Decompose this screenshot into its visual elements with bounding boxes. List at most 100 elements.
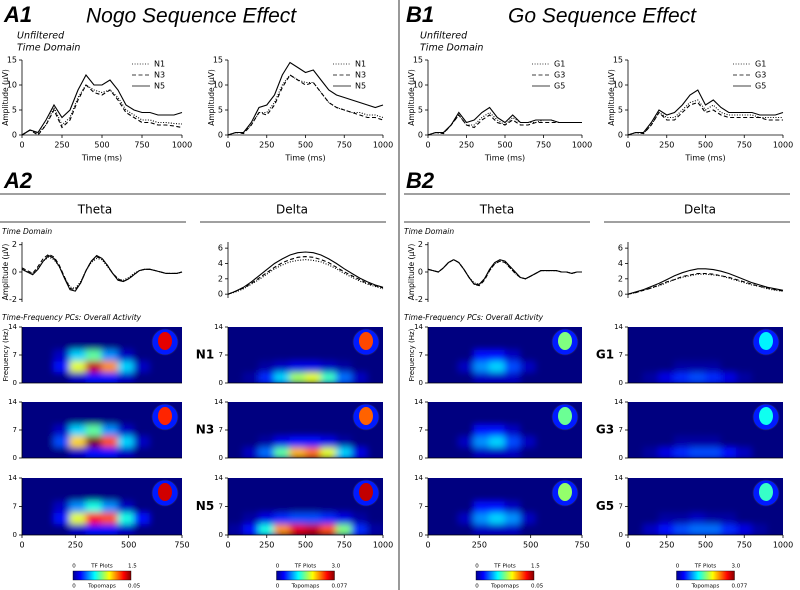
- colorbar-tick-label: 0: [72, 584, 76, 590]
- tf-cell: [489, 423, 506, 437]
- tf-cell: [289, 371, 306, 383]
- panel-label: A1: [3, 2, 32, 27]
- x-tick-label: 500: [298, 141, 313, 150]
- tf-cell: [351, 511, 368, 525]
- tf-cell: [489, 337, 506, 350]
- tf-cell: [37, 337, 55, 350]
- x-tick-label: 0: [225, 141, 230, 150]
- colorbar-tick-label: 0: [276, 564, 280, 570]
- tf-cell: [473, 412, 491, 425]
- tf-cell: [643, 478, 660, 490]
- tf-cell: [643, 337, 660, 350]
- tf-cell: [566, 360, 582, 373]
- tf-cell: [367, 511, 383, 525]
- tf-cell: [22, 511, 39, 525]
- tf-cell: [320, 412, 337, 425]
- colorbar-tick-label: 0: [276, 584, 280, 590]
- y-tick-label: 0: [419, 454, 423, 462]
- tf-cell: [85, 327, 103, 339]
- tf-cell: [504, 360, 521, 373]
- tf-cell: [274, 327, 291, 339]
- tf-cell: [165, 360, 182, 373]
- x-tick-label: 500: [698, 541, 713, 550]
- y-tick-label: 2: [618, 274, 623, 283]
- tf-cell: [117, 511, 135, 525]
- tf-cell: [566, 511, 582, 525]
- tf-plot: [22, 402, 182, 458]
- y-tick-label: 0: [419, 531, 423, 539]
- tf-cell: [149, 523, 167, 535]
- x-tick-label: 1000: [172, 141, 192, 150]
- y-tick-label: 14: [414, 474, 423, 482]
- series-line: [627, 268, 784, 295]
- x-axis-label: Time (ms): [684, 154, 725, 163]
- tf-cell: [243, 488, 260, 502]
- tf-cell: [720, 423, 737, 437]
- tf-cell: [628, 435, 644, 448]
- tf-cell: [228, 371, 244, 383]
- tf-cell: [336, 348, 353, 362]
- tf-cell: [489, 523, 506, 535]
- tf-cell: [720, 446, 737, 458]
- topomap: [359, 332, 373, 350]
- tf-cell: [117, 523, 135, 535]
- tf-cell: [85, 360, 103, 373]
- tf-cell: [228, 360, 244, 373]
- tf-cell: [628, 337, 644, 350]
- legend-label: G1: [554, 60, 565, 69]
- tf-cell: [367, 523, 383, 535]
- tf-cell: [458, 488, 475, 502]
- tf-cell: [689, 402, 706, 414]
- x-tick-label: 1000: [773, 141, 793, 150]
- tf-cell: [228, 446, 244, 458]
- y-tick-label: 4: [218, 259, 223, 268]
- tf-cell: [243, 402, 260, 414]
- tf-cell: [85, 435, 103, 448]
- tf-cell: [336, 412, 353, 425]
- tf-cell: [289, 523, 306, 535]
- tf-cell: [458, 371, 475, 383]
- tf-cell: [117, 348, 135, 362]
- tf-cell: [643, 446, 660, 458]
- tf-cell: [519, 511, 537, 525]
- tf-cell: [117, 337, 135, 350]
- tf-cell: [458, 511, 475, 525]
- tf-cell: [133, 402, 151, 414]
- colorbar-label: Topomaps: [691, 584, 720, 590]
- tf-cell: [720, 402, 737, 414]
- tf-cell: [428, 478, 444, 490]
- tf-cell: [133, 511, 151, 525]
- tf-cell: [228, 435, 244, 448]
- tf-cell: [274, 412, 291, 425]
- tf-cell: [133, 446, 151, 458]
- legend-label: G3: [755, 71, 766, 80]
- tf-cell: [101, 402, 119, 414]
- colorbar-label: TF Plots: [90, 564, 113, 570]
- tf-cell: [628, 423, 644, 437]
- tf-cell: [489, 500, 506, 513]
- tf-cell: [101, 511, 119, 525]
- heading: Theta: [77, 203, 112, 217]
- tf-cell: [428, 371, 444, 383]
- x-tick-label: 0: [625, 141, 630, 150]
- tf-cell: [658, 348, 675, 362]
- tf-cell: [228, 327, 244, 339]
- tf-cell: [519, 371, 537, 383]
- tf-cell: [689, 500, 706, 513]
- row-label: G5: [596, 499, 614, 513]
- tf-cell: [69, 478, 87, 490]
- tf-cell: [258, 423, 275, 437]
- tf-cell: [705, 423, 722, 437]
- tf-cell: [336, 523, 353, 535]
- y-tick-label: 7: [419, 503, 423, 511]
- tf-cell: [22, 327, 39, 339]
- tf-cell: [674, 523, 691, 535]
- y-tick-label: 7: [219, 503, 223, 511]
- heading: Theta: [479, 203, 514, 217]
- series-line: [627, 101, 783, 136]
- tf-cell: [535, 360, 552, 373]
- tf-cell: [85, 412, 103, 425]
- tf-cell: [289, 360, 306, 373]
- tf-cell: [289, 478, 306, 490]
- tf-cell: [736, 371, 753, 383]
